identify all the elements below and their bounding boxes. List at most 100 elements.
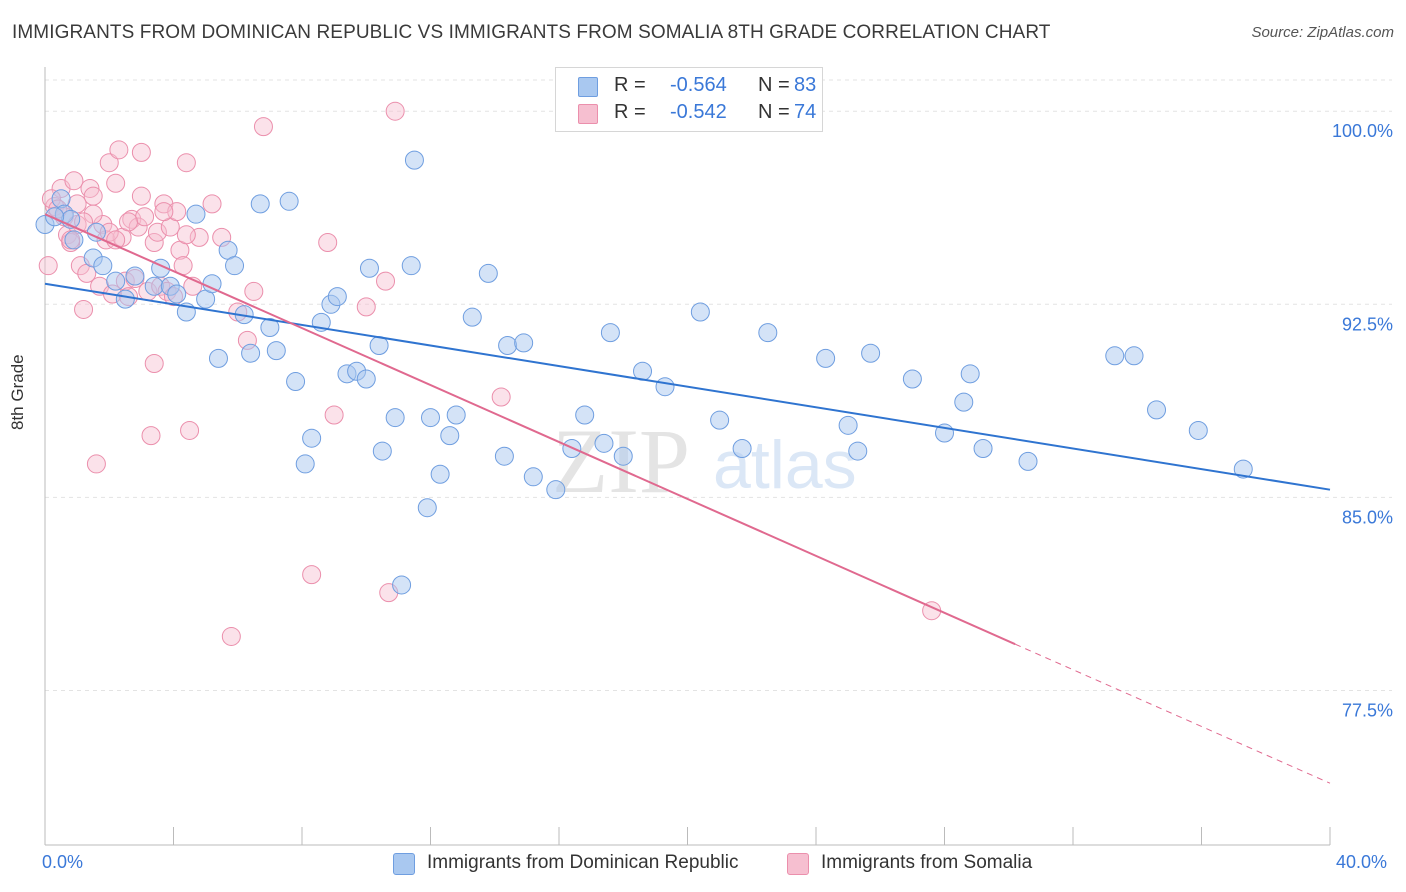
somalia-point — [244, 281, 264, 301]
somalia-point — [109, 140, 129, 160]
dominican-point — [690, 302, 710, 322]
dominican-point — [494, 446, 514, 466]
somalia-point — [154, 202, 174, 222]
dominican-point — [973, 438, 993, 458]
y-axis-label: 8th Grade — [8, 354, 27, 430]
somalia-point — [86, 454, 106, 474]
legend-swatch-dominican — [578, 77, 598, 97]
dominican-point — [372, 441, 392, 461]
somalia-point — [318, 233, 338, 253]
series-dominican-points — [35, 150, 1253, 595]
somalia-point — [176, 225, 196, 245]
somalia-point — [147, 222, 167, 242]
dominican-point — [1233, 459, 1253, 479]
dominican-point — [838, 415, 858, 435]
dominican-point — [462, 307, 482, 327]
x-tick-max: 40.0% — [1336, 852, 1388, 872]
somalia-point — [83, 186, 103, 206]
legend-n-label: N = — [758, 74, 790, 96]
dominican-point — [241, 343, 261, 363]
dominican-point — [186, 204, 206, 224]
dominican-point — [356, 369, 376, 389]
somalia-point — [180, 420, 200, 440]
dominican-point — [902, 369, 922, 389]
dominican-point — [125, 266, 145, 286]
dominican-point — [1147, 400, 1167, 420]
somalia-point — [141, 426, 161, 446]
dominican-point — [732, 438, 752, 458]
somalia-point — [221, 626, 241, 646]
dominican-point — [575, 405, 595, 425]
dominican-point — [613, 446, 633, 466]
dominican-point — [848, 441, 868, 461]
axes — [44, 67, 1331, 846]
trendlines — [44, 213, 1331, 784]
dominican-point — [816, 348, 836, 368]
dominican-point — [600, 323, 620, 343]
y-tick-label: 100.0% — [1332, 121, 1393, 141]
somalia-point — [99, 153, 119, 173]
somalia-trendline — [44, 213, 1016, 646]
bottom-legend-swatch-somalia — [787, 853, 809, 875]
chart-title: IMMIGRANTS FROM DOMINICAN REPUBLIC VS IM… — [12, 22, 1051, 43]
watermark: ZIP atlas — [552, 410, 857, 512]
dominican-point — [1105, 346, 1125, 366]
bottom-legend-label-dominican: Immigrants from Dominican Republic — [427, 852, 739, 873]
legend-n-value: 83 — [794, 74, 817, 96]
somalia-point — [144, 354, 164, 374]
legend-box: R = -0.564 N = 83 R = -0.542 N = 74 — [555, 67, 823, 132]
dominican-point — [115, 289, 135, 309]
legend-n-label: N = — [758, 101, 790, 123]
y-tick-label: 92.5% — [1342, 314, 1393, 334]
dominican-point — [51, 189, 71, 209]
dominican-point — [446, 405, 466, 425]
dominican-point — [106, 271, 126, 291]
dominican-point — [498, 335, 518, 355]
somalia-point — [356, 297, 376, 317]
dominican-point — [144, 276, 164, 296]
somalia-point — [131, 142, 151, 162]
watermark-atlas: atlas — [713, 427, 857, 503]
somalia-point — [106, 173, 126, 193]
dominican-point — [86, 222, 106, 242]
grid-lines — [45, 79, 1392, 692]
dominican-point — [167, 284, 187, 304]
dominican-point — [1188, 420, 1208, 440]
dominican-point — [93, 256, 113, 276]
somalia-point — [38, 256, 58, 276]
dominican-point — [385, 408, 405, 428]
dominican-point — [523, 467, 543, 487]
dominican-point — [546, 480, 566, 500]
somalia-point — [119, 212, 139, 232]
somalia-point — [80, 178, 100, 198]
dominican-point — [1018, 451, 1038, 471]
legend-r-value: -0.564 — [670, 74, 727, 96]
dominican-point — [208, 348, 228, 368]
legend-swatch-somalia — [578, 104, 598, 124]
somalia-point — [376, 271, 396, 291]
somalia-point — [253, 117, 273, 137]
dominican-point — [225, 256, 245, 276]
dominican-point — [594, 433, 614, 453]
legend-r-label: R = — [614, 74, 646, 96]
dominican-point — [1124, 346, 1144, 366]
somalia-point — [128, 217, 148, 237]
dominican-point — [954, 392, 974, 412]
dominican-point — [758, 323, 778, 343]
somalia-trendline-extension — [1014, 643, 1331, 784]
series-somalia-points — [38, 101, 942, 646]
somalia-point — [83, 204, 103, 224]
dominican-point — [440, 426, 460, 446]
x-tick-min: 0.0% — [42, 852, 84, 872]
dominican-point — [260, 317, 280, 337]
dominican-point — [710, 410, 730, 430]
somalia-point — [385, 101, 405, 121]
dominican-point — [478, 263, 498, 283]
legend-n-value: 74 — [794, 101, 817, 123]
somalia-point — [135, 207, 155, 227]
somalia-point — [144, 233, 164, 253]
dominican-point — [286, 372, 306, 392]
dominican-point — [421, 408, 440, 428]
dominican-point — [327, 287, 347, 307]
y-tick-label: 85.0% — [1342, 507, 1393, 527]
